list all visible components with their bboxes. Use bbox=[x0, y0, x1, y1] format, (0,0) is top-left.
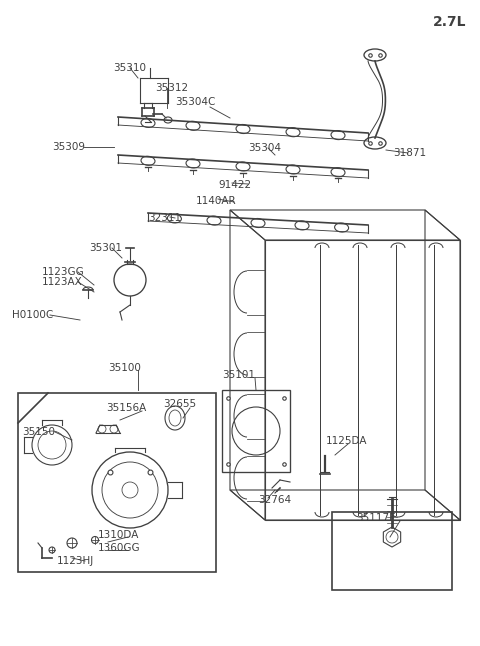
Text: 1123HJ: 1123HJ bbox=[57, 556, 94, 566]
Text: 35312: 35312 bbox=[155, 83, 188, 93]
Text: 35100: 35100 bbox=[108, 363, 141, 373]
Text: 32655: 32655 bbox=[163, 399, 196, 409]
Text: 35310: 35310 bbox=[113, 63, 146, 73]
Text: 32764: 32764 bbox=[258, 495, 291, 505]
Text: 35304: 35304 bbox=[248, 143, 281, 153]
Text: 35117E: 35117E bbox=[356, 513, 396, 523]
Text: 1125DA: 1125DA bbox=[326, 436, 368, 446]
Bar bbox=[18, 393, 216, 572]
Text: 35304C: 35304C bbox=[175, 97, 216, 107]
Text: 35101: 35101 bbox=[222, 370, 255, 380]
Text: 1140AR: 1140AR bbox=[196, 196, 237, 206]
Text: H0100C: H0100C bbox=[12, 310, 53, 320]
Text: 35301: 35301 bbox=[89, 243, 122, 253]
Text: 1310DA: 1310DA bbox=[98, 530, 139, 540]
Text: 1123GG: 1123GG bbox=[42, 267, 85, 277]
Text: 1360GG: 1360GG bbox=[98, 543, 141, 553]
Text: 91422: 91422 bbox=[218, 180, 251, 190]
Text: 31871: 31871 bbox=[393, 148, 426, 158]
Text: 32311: 32311 bbox=[148, 213, 181, 223]
Bar bbox=[222, 390, 290, 472]
Bar bbox=[332, 512, 452, 590]
Text: 35150: 35150 bbox=[22, 427, 55, 437]
Text: 2.7L: 2.7L bbox=[433, 15, 467, 29]
Text: 35156A: 35156A bbox=[106, 403, 146, 413]
Text: 35309: 35309 bbox=[52, 142, 85, 152]
Text: 1123AX: 1123AX bbox=[42, 277, 83, 287]
